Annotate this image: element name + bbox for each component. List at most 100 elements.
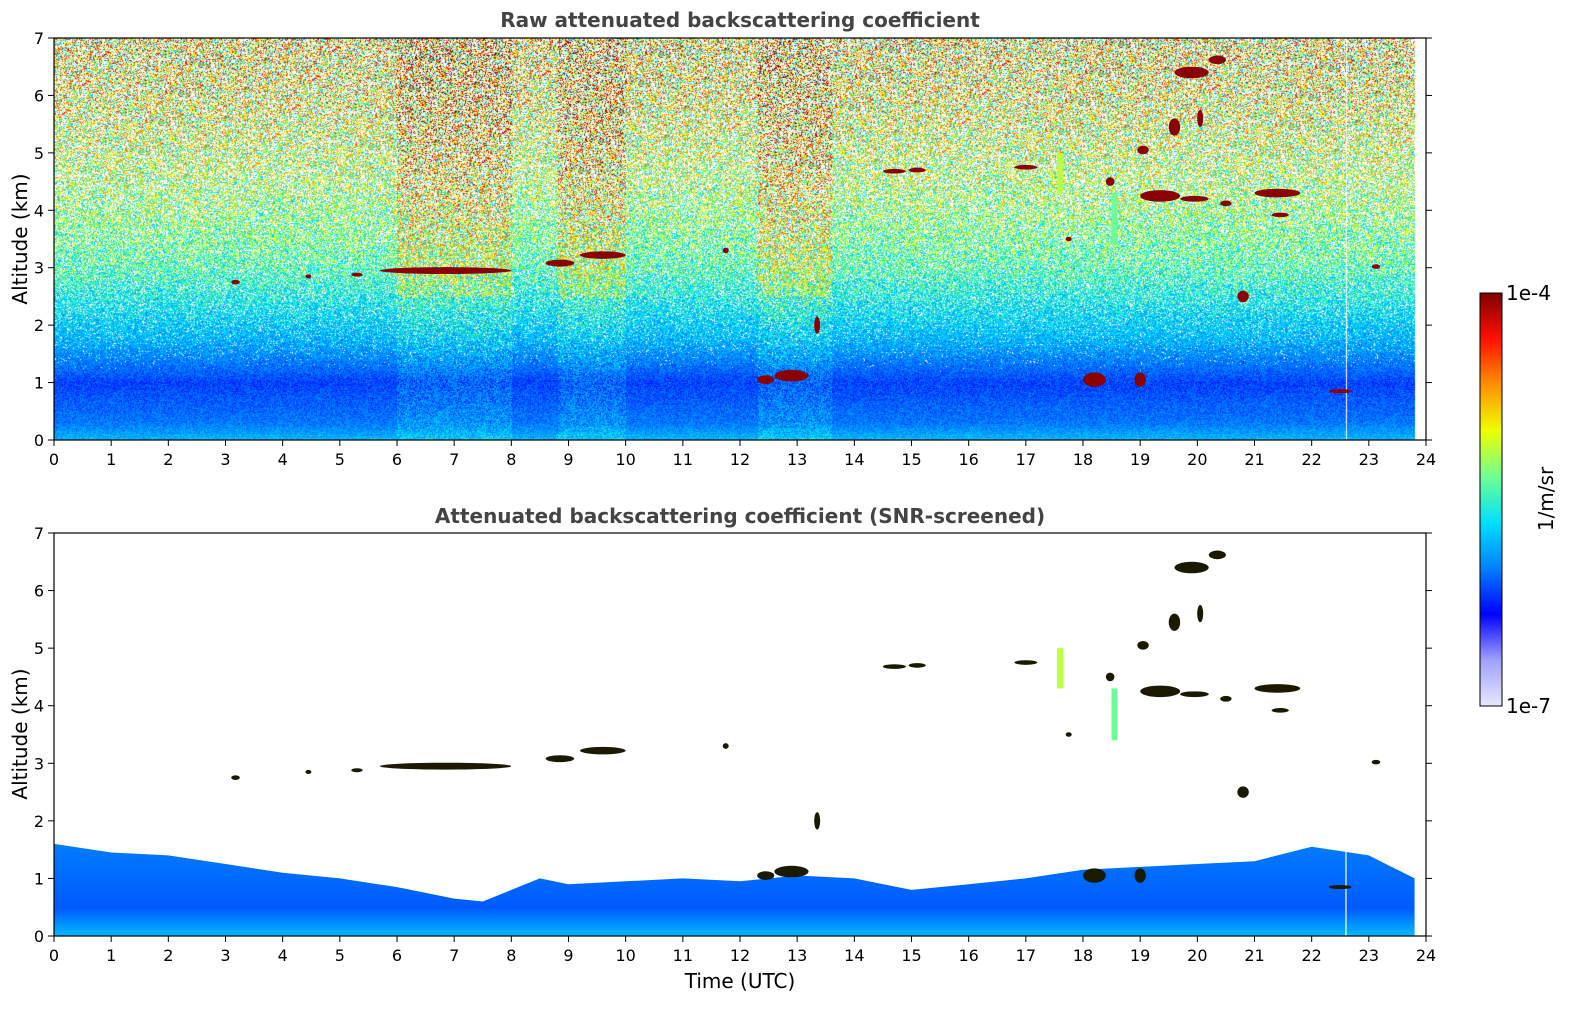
screened-x-tick-label: 8 [506,946,516,965]
screened-y-tick-label: 2 [34,812,44,831]
cloud-layer [1254,188,1301,198]
raw-x-tick-label: 5 [335,450,345,469]
screened-cloud-layer [1208,550,1226,560]
top-panel-title: Raw attenuated backscattering coefficien… [500,8,980,32]
raw-backscatter-raster [54,38,1426,440]
screened-x-tick-label: 23 [1359,946,1379,965]
screened-cloud-layer [1014,660,1038,665]
screened-x-tick-label: 21 [1244,946,1264,965]
raw-x-tick-label: 24 [1416,450,1436,469]
screened-y-tick-label: 7 [34,524,44,543]
virga-streak [1057,152,1064,194]
cloud-layer [379,267,512,275]
screened-cloud-layer [1083,868,1106,883]
raw-x-tick-label: 19 [1130,450,1150,469]
cloud-layer [231,279,240,285]
raw-x-tick-label: 18 [1073,450,1093,469]
raw-x-tick-label: 15 [901,450,921,469]
colorbar-max-label: 1e-4 [1506,281,1551,305]
cloud-layer [1134,372,1146,387]
cloud-layer [579,251,626,259]
screened-x-tick-label: 0 [49,946,59,965]
raw-x-tick-label: 7 [449,450,459,469]
cloud-layer [1014,164,1038,170]
screened-cloud-layer [305,769,312,774]
virga-streak [1111,193,1118,245]
screened-y-tick-label: 6 [34,582,44,601]
raw-x-tick-label: 12 [730,450,750,469]
screened-virga-streak [1111,688,1118,741]
raw-x-tick-label: 20 [1187,450,1207,469]
screened-y-axis-label: Altitude (km) [8,668,32,799]
screened-x-tick-label: 22 [1301,946,1321,965]
screened-x-tick-label: 14 [844,946,864,965]
cloud-layer [1371,264,1381,269]
screened-x-tick-label: 5 [335,946,345,965]
screened-cloud-layer [1174,561,1209,574]
raw-backscatter-panel: Raw attenuated backscattering coefficien… [8,8,1436,469]
cloud-layer [1174,66,1209,79]
cloud-layer [1137,145,1149,155]
screened-x-tick-label: 13 [787,946,807,965]
cloud-layer [545,259,575,267]
screened-cloud-layer [908,663,926,668]
screened-cloud-layer [379,762,512,770]
raw-x-tick-label: 1 [106,450,116,469]
cloud-layer [908,167,926,173]
screened-y-tick-label: 3 [34,754,44,773]
screened-cloud-layer [774,865,809,878]
raw-x-tick-label: 17 [1016,450,1036,469]
raw-x-tick-label: 6 [392,450,402,469]
screened-y-axis: 0 1 2 3 4 5 6 7 [34,524,1432,946]
screened-y-tick-label: 1 [34,869,44,888]
screened-cloud-layer [1065,732,1072,737]
screened-y-tick-label: 0 [34,927,44,946]
screened-cloud-layer [1197,604,1204,623]
raw-y-axis: 0 1 2 3 4 5 6 7 [34,29,1432,450]
bottom-panel-title: Attenuated backscattering coefficient (S… [435,504,1045,528]
cloud-layer [1220,200,1232,207]
cloud-layer [882,168,906,174]
screened-cloud-layer [757,871,775,880]
raw-x-tick-label: 2 [163,450,173,469]
raw-plot-area [54,38,1426,440]
colorbar-min-label: 1e-7 [1506,694,1551,718]
raw-y-axis-label: Altitude (km) [8,173,32,304]
raw-x-tick-label: 14 [844,450,864,469]
screened-backscatter-panel: Attenuated backscattering coefficient (S… [8,504,1436,993]
screened-x-tick-label: 11 [673,946,693,965]
screened-x-tick-label: 24 [1416,946,1436,965]
cloud-layer [1168,118,1181,136]
raw-y-tick-label: 5 [34,144,44,163]
screened-x-tick-label: 16 [958,946,978,965]
screened-x-tick-label: 3 [220,946,230,965]
raw-y-tick-label: 6 [34,86,44,105]
boundary-layer [54,843,1415,936]
raw-x-tick-label: 11 [673,450,693,469]
screened-y-tick-label: 5 [34,639,44,658]
colorbar-gradient [1479,292,1503,707]
cloud-layer [351,272,363,277]
raw-x-tick-label: 8 [506,450,516,469]
screened-x-tick-label: 6 [392,946,402,965]
screened-x-tick-label: 20 [1187,946,1207,965]
raw-y-tick-label: 2 [34,316,44,335]
cloud-layer [722,247,729,254]
cloud-layer [1065,236,1072,242]
screened-cloud-layer [1271,708,1289,713]
screened-cloud-layer [579,746,626,755]
cloud-layer [774,369,809,382]
cloud-layer [1180,195,1209,202]
screened-cloud-layer [1134,868,1146,883]
raw-y-tick-label: 3 [34,259,44,278]
screened-cloud-layer [1105,672,1115,682]
cloud-layer [814,316,821,334]
raw-y-tick-label: 0 [34,431,44,450]
screened-x-tick-label: 7 [449,946,459,965]
screened-cloud-layer [1220,695,1232,702]
screened-x-tick-label: 12 [730,946,750,965]
screened-cloud-layer [1328,885,1352,890]
x-axis-label: Time (UTC) [684,969,796,993]
screened-x-axis: 0 1 2 3 4 5 6 7 8 9 10 11 12 13 14 15 16 17 18 19 20 21 22 23 24 [49,936,1436,965]
screened-cloud-layer [1140,685,1181,698]
